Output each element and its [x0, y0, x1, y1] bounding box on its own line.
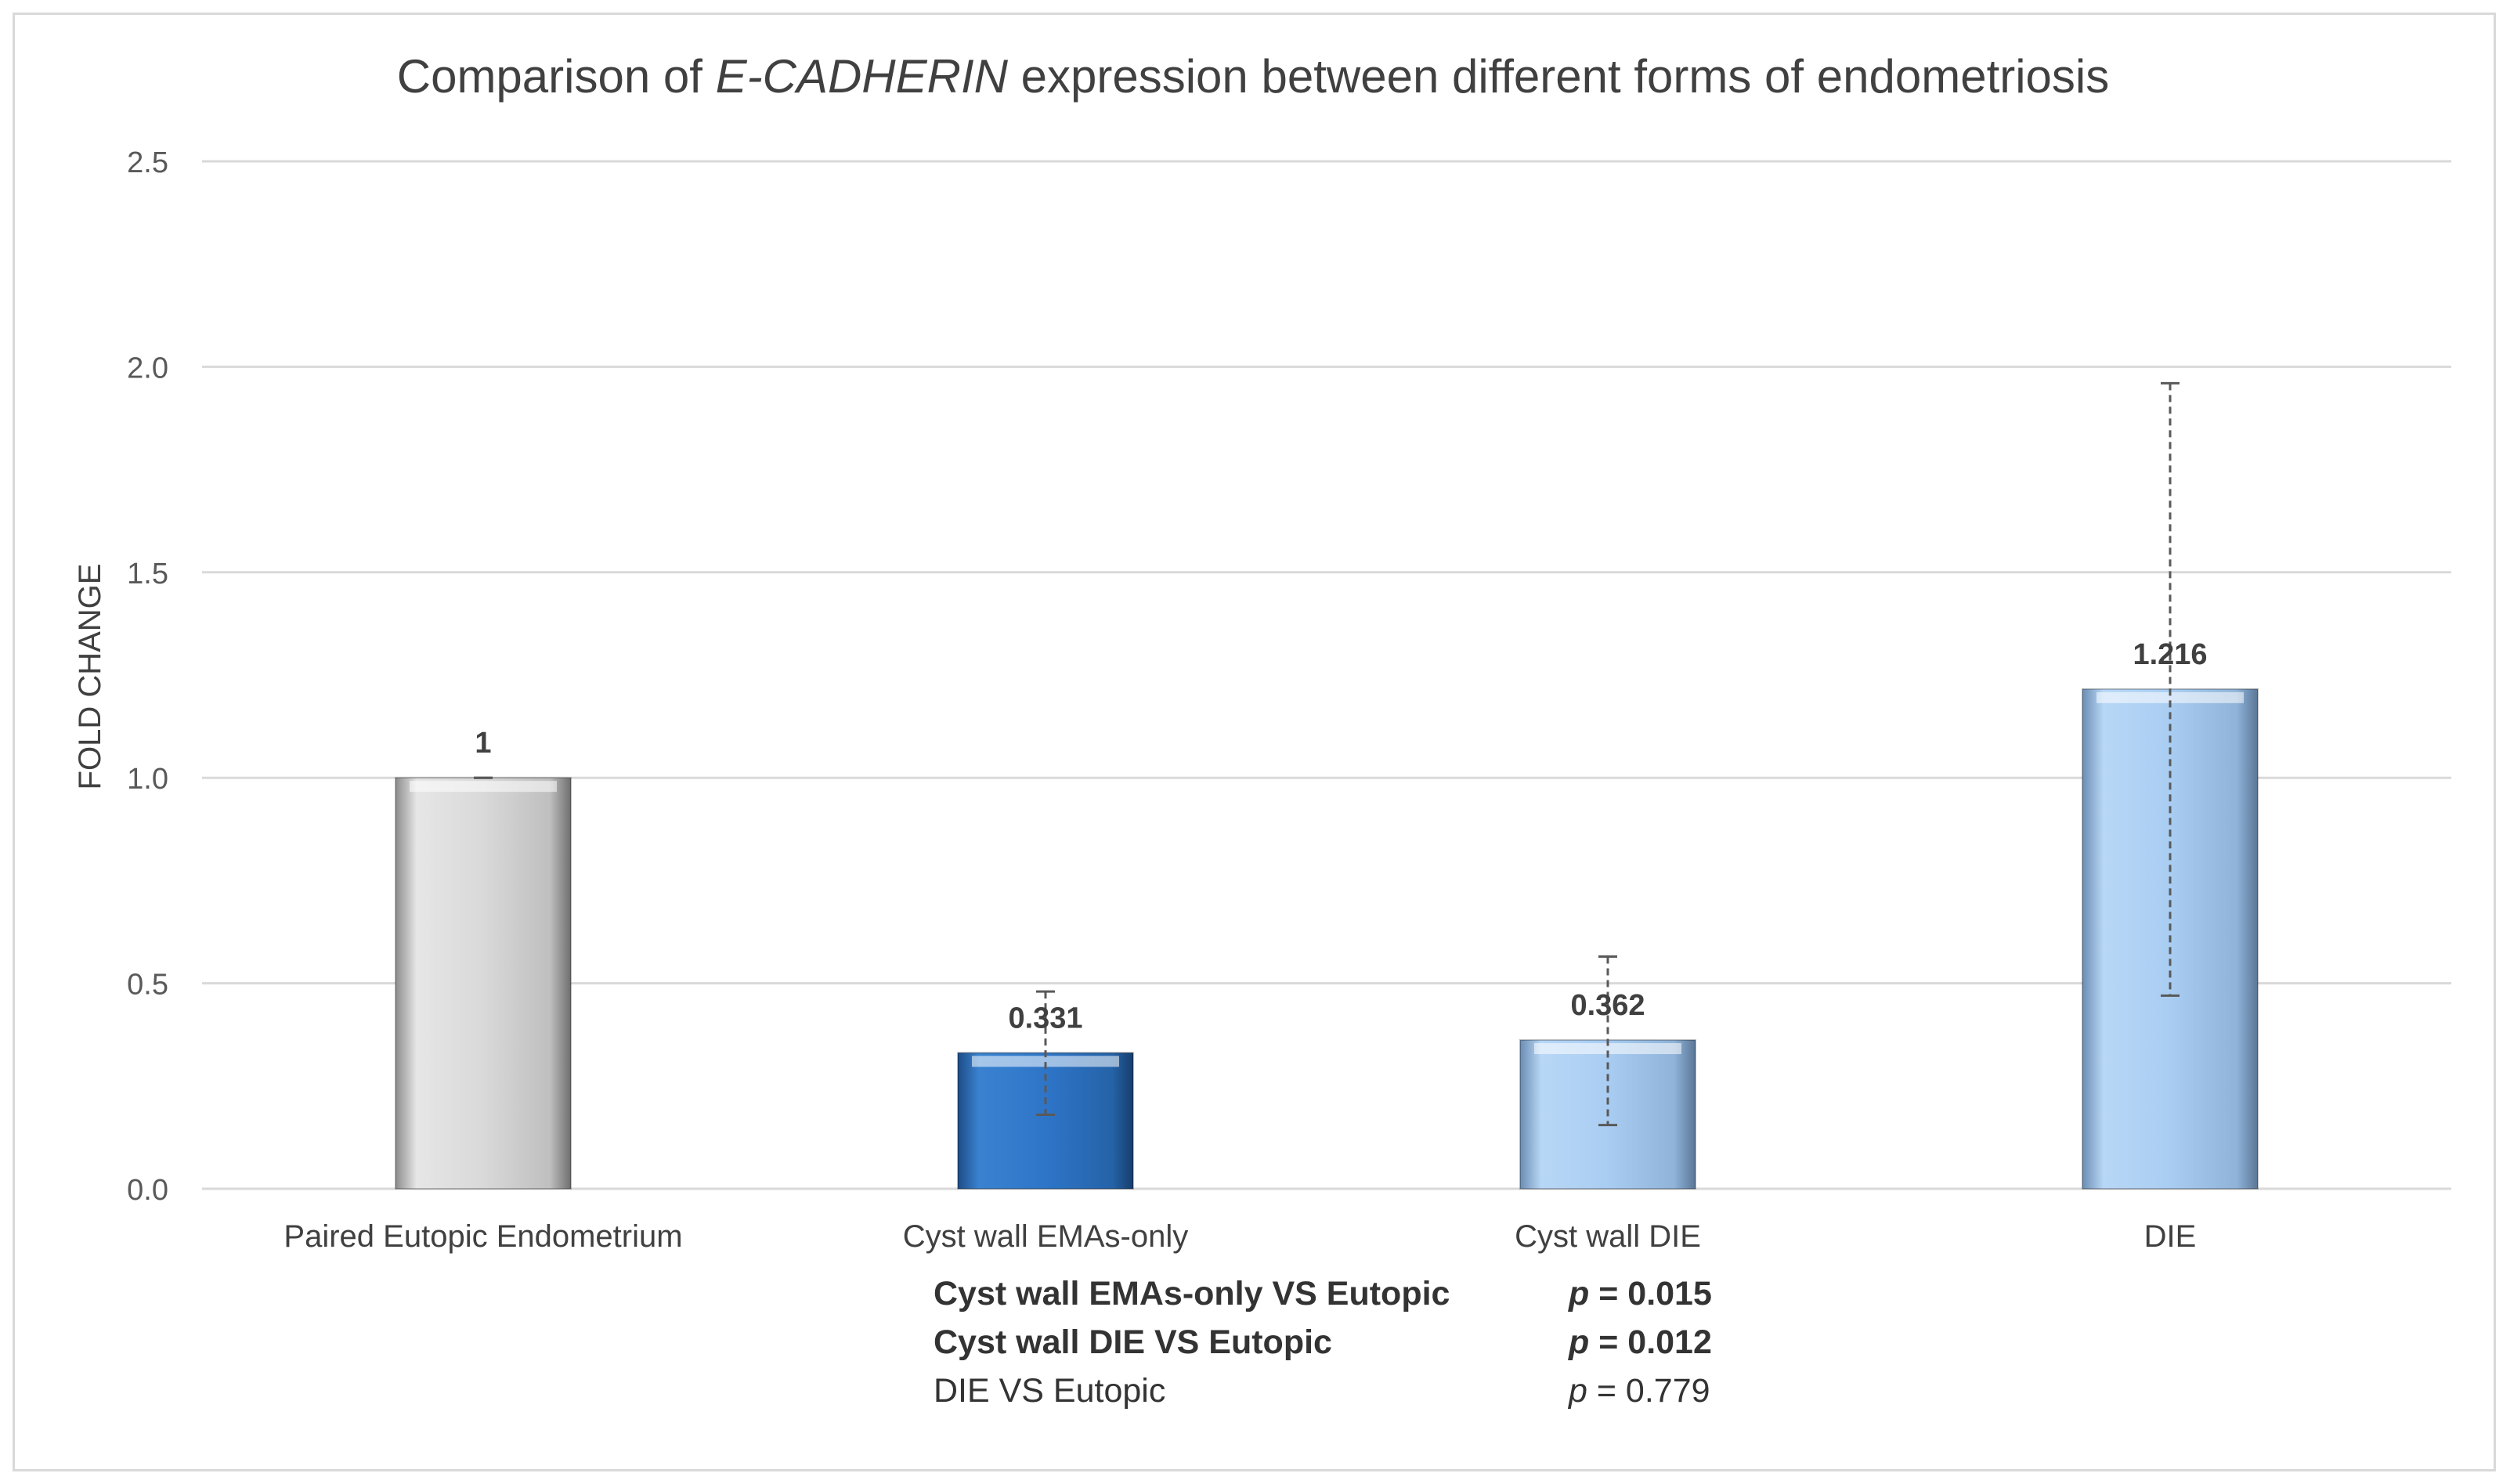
value-label: 1 — [475, 727, 491, 760]
value-labels: 1 0.331 0.362 1.216 — [475, 638, 2207, 1034]
x-tick-label: DIE — [2144, 1219, 2197, 1254]
y-tick-label: 1.5 — [127, 558, 168, 590]
x-tick-label: Cyst wall DIE — [1515, 1219, 1701, 1254]
y-tick-label: 0.5 — [127, 969, 168, 1002]
value-label: 0.362 — [1570, 989, 1645, 1022]
stats-row-2-p: p = 0.012 — [1569, 1323, 1712, 1361]
value-label: 0.331 — [1008, 1002, 1082, 1034]
y-tick-label: 2.0 — [127, 352, 168, 385]
bars — [395, 688, 2259, 1190]
y-tick-label: 0.0 — [127, 1174, 168, 1207]
y-tick-label: 2.5 — [127, 146, 168, 179]
stats-row-3-label: DIE VS Eutopic — [934, 1372, 1166, 1410]
value-label: 1.216 — [2133, 638, 2207, 671]
chart-title: Comparison of E-CADHERIN expression betw… — [397, 50, 2110, 103]
y-axis-label: FOLD CHANGE — [73, 564, 107, 790]
x-tick-labels: Paired Eutopic Endometrium Cyst wall EMAs… — [284, 1219, 2196, 1254]
stats-row-3-p: p = 0.779 — [1569, 1372, 1710, 1410]
x-tick-label: Cyst wall EMAs-only — [903, 1219, 1189, 1254]
bar — [395, 777, 572, 1190]
stats-row-2-label: Cyst wall DIE VS Eutopic — [934, 1323, 1332, 1361]
chart-frame — [13, 13, 2496, 1471]
stats-row-1-label: Cyst wall EMAs-only VS Eutopic — [934, 1275, 1450, 1312]
bar-highlight — [972, 1056, 1119, 1067]
x-tick-label: Paired Eutopic Endometrium — [284, 1219, 682, 1254]
bar-highlight — [410, 781, 557, 793]
bar-highlight — [1534, 1043, 1681, 1055]
stats-row-1-p: p = 0.015 — [1569, 1275, 1712, 1312]
y-tick-label: 1.0 — [127, 763, 168, 796]
bar — [957, 1052, 1134, 1190]
gridlines — [202, 160, 2451, 1190]
y-tick-labels: 0.0 0.5 1.0 1.5 2.0 2.5 — [127, 146, 168, 1207]
error-bars — [474, 381, 2180, 1127]
error-bar — [1036, 990, 1055, 1117]
bar-highlight — [2096, 691, 2244, 703]
error-bar — [1598, 955, 1617, 1127]
error-bar — [2161, 381, 2180, 997]
